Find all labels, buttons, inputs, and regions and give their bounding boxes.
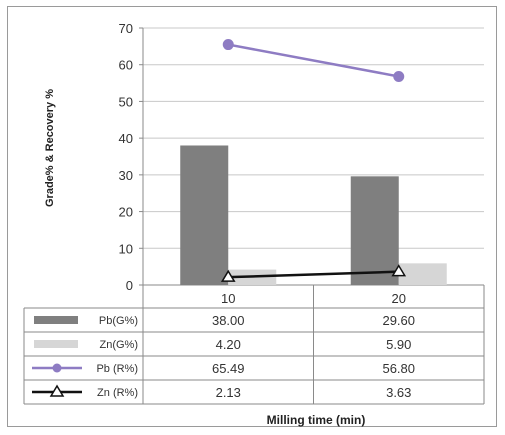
y-axis: 0 10 20 30 40 50 60 70 xyxy=(119,21,144,293)
data-label-zn-r--10: 2.13 xyxy=(216,385,241,400)
y-tick-label: 70 xyxy=(119,21,133,36)
data-label-pb-r--20: 56.80 xyxy=(382,361,415,376)
point-pb-r--10 xyxy=(222,39,234,51)
data-label-pb-r--10: 65.49 xyxy=(212,361,245,376)
y-tick-label: 30 xyxy=(119,168,133,183)
point-zn-r--20 xyxy=(391,264,407,277)
y-axis-label: Grade% & Recovery % xyxy=(44,89,56,207)
y-tick-label: 40 xyxy=(119,131,133,146)
data-label-zn-r--20: 3.63 xyxy=(386,385,411,400)
legend-label-pb-g-: Pb(G%) xyxy=(99,315,138,327)
x-tick-label: 10 xyxy=(221,291,235,306)
bars xyxy=(180,145,447,285)
legend-marker-zn-r- xyxy=(49,384,65,397)
y-tick-label: 50 xyxy=(119,94,133,109)
line-pb-r- xyxy=(228,43,399,78)
y-tick-label: 20 xyxy=(119,205,133,220)
legend-key-zn-g- xyxy=(34,340,78,348)
data-label-pb-g--20: 29.60 xyxy=(382,313,415,328)
bar-pb-g--20 xyxy=(350,176,399,285)
y-tick-label: 0 xyxy=(126,278,133,293)
legend-marker-pb-r- xyxy=(52,363,62,373)
point-zn-r--10 xyxy=(220,269,236,282)
data-label-pb-g--10: 38.00 xyxy=(212,313,245,328)
y-tick-label: 60 xyxy=(119,58,133,73)
data-label-zn-g--20: 5.90 xyxy=(386,337,411,352)
legend-label-pb-r-: Pb (R%) xyxy=(96,363,138,375)
legend-label-zn-r-: Zn (R%) xyxy=(97,387,138,399)
line-zn-r- xyxy=(228,270,399,279)
x-axis-label: Milling time (min) xyxy=(267,413,366,427)
legend-label-zn-g-: Zn(G%) xyxy=(100,339,139,351)
legend-key-pb-g- xyxy=(34,316,78,324)
data-label-zn-g--10: 4.20 xyxy=(216,337,241,352)
data-table: 10 20 Pb(G%) 38.00 29.60 Zn(G%) 4.20 5.90 Pb (R%… xyxy=(23,285,485,405)
y-tick-label: 10 xyxy=(119,241,133,256)
bar-pb-g--10 xyxy=(180,145,229,285)
series-lines xyxy=(220,39,407,282)
bar-zn-g--20 xyxy=(398,263,447,285)
x-tick-label: 20 xyxy=(392,291,406,306)
point-pb-r--20 xyxy=(393,70,405,82)
chart-frame xyxy=(7,6,497,427)
